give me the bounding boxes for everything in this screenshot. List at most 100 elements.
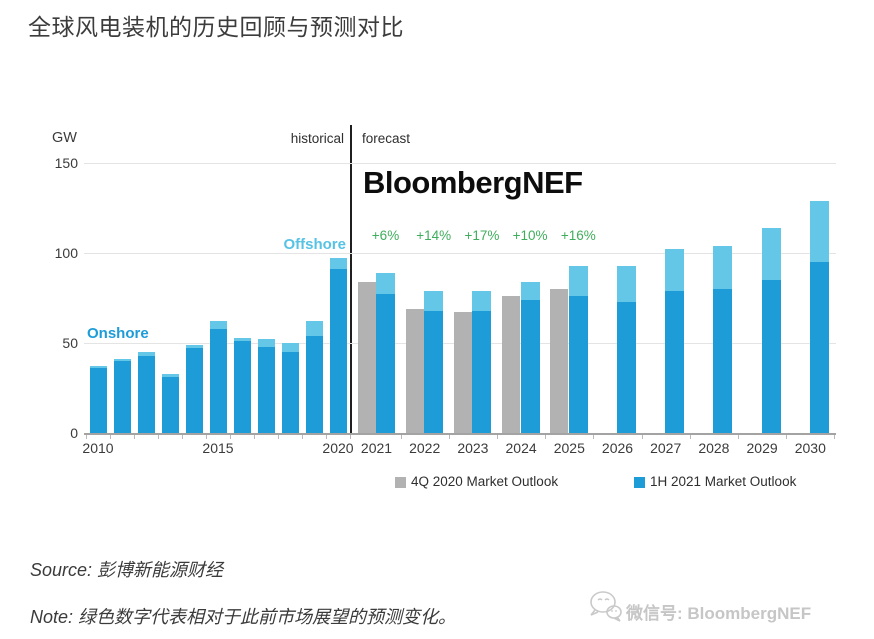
forecast-2029-offshore-bar: [761, 227, 781, 280]
hist-2013-onshore-bar: [161, 377, 179, 433]
chart-legend: 4Q 2020 Market Outlook 1H 2021 Market Ou…: [0, 474, 874, 494]
hist-2011-onshore-bar: [113, 361, 131, 433]
axis-tick: [182, 435, 183, 439]
x-label-2028: 2028: [698, 440, 730, 456]
wechat-icon: [590, 591, 622, 622]
forecast-2025-4q2020-bar: [550, 289, 569, 433]
forecast-2029-onshore-bar: [761, 280, 781, 433]
hist-2017-offshore-bar: [257, 339, 275, 347]
forecast-2027-offshore-bar: [665, 249, 685, 291]
forecast-2030-offshore-bar: [809, 200, 829, 262]
legend-label-4q2020: 4Q 2020 Market Outlook: [411, 474, 559, 489]
axis-tick: [497, 435, 498, 439]
axis-tick: [278, 435, 279, 439]
change-label-2022: +14%: [416, 228, 452, 243]
forecast-2026-offshore-bar: [617, 265, 636, 302]
change-label-2023: +17%: [464, 228, 500, 243]
hist-2020-offshore-bar: [329, 258, 347, 270]
forecast-2030-onshore-bar: [809, 262, 829, 433]
y-tick-label-50: 50: [62, 335, 78, 351]
forecast-2028-offshore-bar: [713, 245, 733, 289]
forecast-2025-onshore-bar: [568, 296, 588, 433]
legend-swatch-4q2020: [395, 477, 406, 488]
axis-tick: [206, 435, 207, 439]
forecast-2024-offshore-bar: [520, 281, 540, 300]
axis-tick: [134, 435, 135, 439]
hist-2012-offshore-bar: [137, 352, 155, 356]
forecast-2025-offshore-bar: [568, 265, 588, 297]
x-label-2026: 2026: [601, 440, 634, 456]
hist-2014-onshore-bar: [185, 348, 203, 433]
forecast-2023-onshore-bar: [472, 310, 492, 433]
wind-installations-chart: GW historical forecast BloombergNEF Offs…: [0, 110, 874, 510]
change-label-2021: +6%: [371, 228, 400, 243]
axis-tick: [545, 435, 547, 439]
legend-label-1h2021: 1H 2021 Market Outlook: [650, 474, 797, 489]
x-label-2010: 2010: [82, 440, 114, 456]
offshore-series-label: Offshore: [283, 236, 346, 253]
onshore-series-label: Onshore: [87, 325, 149, 342]
hist-2018-onshore-bar: [281, 352, 299, 433]
axis-tick: [158, 435, 159, 439]
hist-2011-offshore-bar: [113, 359, 131, 361]
axis-tick: [110, 435, 111, 439]
gridline-150: [84, 163, 836, 164]
note-text: Note: 绿色数字代表相对于此前市场展望的预测变化。: [30, 607, 457, 627]
change-label-2024: +10%: [512, 228, 548, 243]
wechat-id-text: 微信号: BloombergNEF: [626, 604, 812, 623]
axis-tick: [302, 435, 303, 439]
x-label-2025: 2025: [553, 440, 585, 456]
x-label-2030: 2030: [794, 440, 826, 456]
hist-2015-onshore-bar: [209, 328, 227, 433]
hist-2020-onshore-bar: [329, 269, 347, 433]
bloombergnef-watermark: BloombergNEF: [363, 165, 583, 200]
hist-2014-offshore-bar: [185, 344, 203, 349]
forecast-section-label: forecast: [362, 131, 411, 146]
gridline-100: [84, 253, 836, 254]
x-label-2021: 2021: [360, 440, 393, 456]
axis-tick: [641, 435, 643, 439]
forecast-2027-onshore-bar: [665, 290, 685, 433]
hist-2018-offshore-bar: [281, 343, 299, 352]
y-tick-label-0: 0: [70, 425, 78, 441]
hist-2016-offshore-bar: [233, 337, 251, 342]
source-text: Source: 彭博新能源财经: [30, 560, 224, 580]
axis-tick: [326, 435, 327, 439]
hist-2010-offshore-bar: [89, 366, 107, 369]
y-axis-unit-label: GW: [52, 130, 77, 146]
axis-tick: [230, 435, 231, 439]
axis-tick: [689, 435, 691, 439]
hist-2017-onshore-bar: [257, 346, 275, 433]
forecast-2023-4q2020-bar: [453, 312, 472, 433]
axis-tick: [786, 435, 788, 439]
x-label-2020: 2020: [322, 440, 354, 456]
hist-2013-offshore-bar: [161, 373, 179, 378]
forecast-2021-4q2020-bar: [357, 281, 376, 433]
x-label-2024: 2024: [505, 440, 537, 456]
forecast-2022-onshore-bar: [424, 310, 444, 433]
axis-tick: [86, 435, 87, 439]
axis-tick: [593, 435, 595, 439]
page-title: 全球风电装机的历史回顾与预测对比: [28, 14, 404, 40]
x-label-2023: 2023: [457, 440, 489, 456]
forecast-2028-onshore-bar: [713, 289, 733, 433]
x-label-2027: 2027: [650, 440, 682, 456]
legend-swatch-1h2021: [634, 477, 645, 488]
forecast-2022-4q2020-bar: [405, 308, 424, 433]
y-tick-label-100: 100: [54, 245, 78, 261]
historical-section-label: historical: [290, 131, 344, 146]
axis-tick: [254, 435, 255, 439]
x-label-2029: 2029: [746, 440, 778, 456]
plot-area: 0 50 100 150 2010 2015 2020 2021 +6% 2022 +14% 2023…: [0, 110, 874, 510]
forecast-2022-offshore-bar: [424, 290, 444, 311]
forecast-2021-offshore-bar: [376, 272, 395, 295]
hist-2019-offshore-bar: [305, 321, 323, 336]
wechat-watermark: 微信号: BloombergNEF: [584, 588, 874, 630]
forecast-2026-onshore-bar: [617, 301, 636, 433]
axis-tick: [448, 435, 450, 439]
hist-2019-onshore-bar: [305, 335, 323, 433]
y-tick-label-150: 150: [54, 155, 78, 171]
hist-2012-onshore-bar: [137, 355, 155, 433]
forecast-2021-onshore-bar: [376, 294, 395, 433]
axis-tick: [834, 435, 836, 439]
